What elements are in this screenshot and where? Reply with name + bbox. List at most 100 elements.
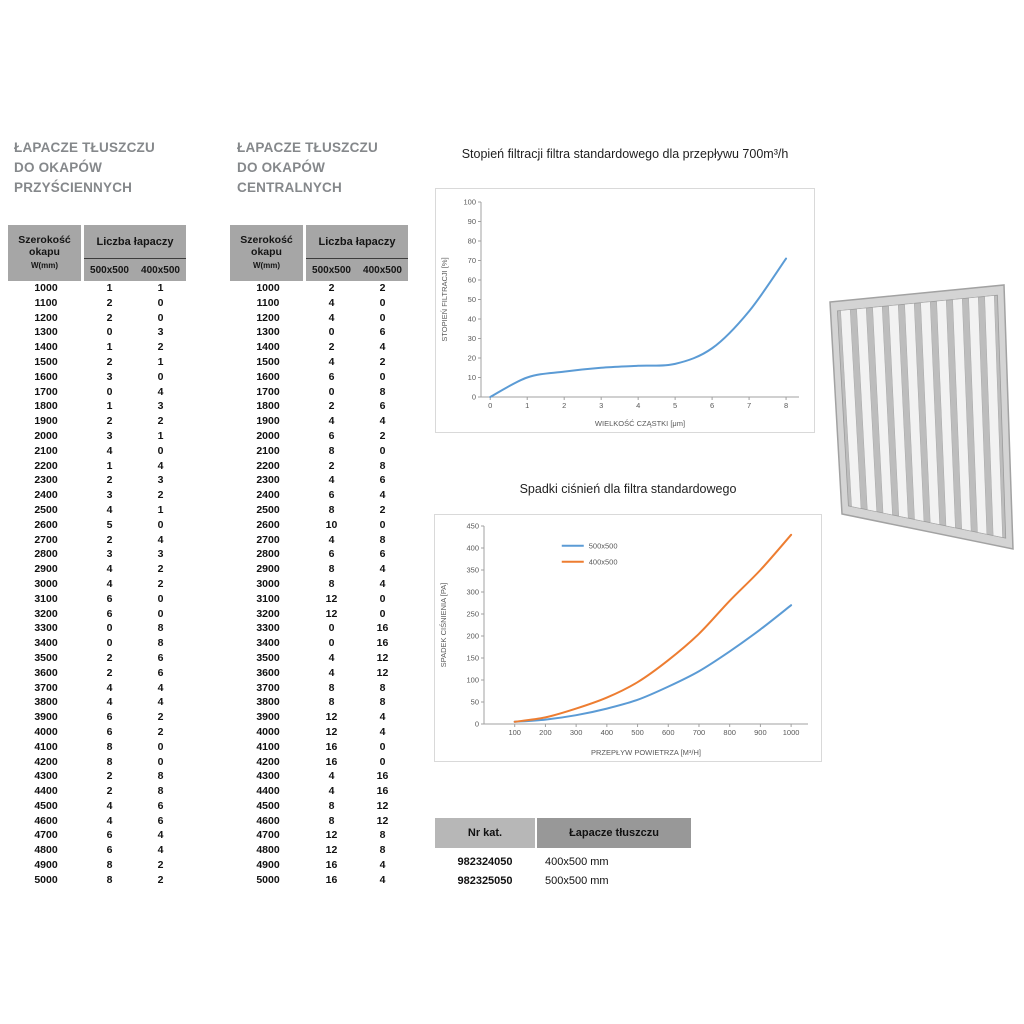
table-row: 1600 6 0: [256, 370, 386, 383]
wall-table-body: 1000 1 1 1100 2 0 1200 2 0 1300 0 3 1400 1 2 1500 2 1 1600…: [8, 281, 186, 888]
table-row: 3800 8 8: [256, 696, 386, 709]
table-row: 3700 4 4: [34, 681, 164, 694]
svg-text:700: 700: [693, 728, 706, 737]
table-row: 2900 4 2: [34, 563, 164, 576]
table-row: 2200 2 8: [256, 459, 386, 472]
table-row: 4600 4 6: [34, 814, 164, 827]
table-row: 1800 2 6: [256, 400, 386, 413]
table-row: 4900 8 2: [34, 859, 164, 872]
svg-text:150: 150: [466, 654, 479, 663]
table-row: 2100 4 0: [34, 444, 164, 457]
svg-text:STOPIEŃ FILTRACJI [%]: STOPIEŃ FILTRACJI [%]: [440, 257, 449, 341]
table-row: 2000 3 1: [34, 429, 164, 442]
table-row: 3100 6 0: [34, 592, 164, 605]
table-row: 4500 8 12: [256, 799, 389, 812]
table-row: 1900 2 2: [34, 415, 164, 428]
table-row: 2000 6 2: [256, 429, 386, 442]
table-row: 1700 0 8: [256, 385, 386, 398]
table-row: 4700 12 8: [256, 829, 386, 842]
svg-text:20: 20: [468, 354, 476, 363]
table-row: 3800 4 4: [34, 696, 164, 709]
size-400x500-header: 400x500: [357, 259, 409, 281]
svg-text:350: 350: [466, 566, 479, 575]
svg-text:300: 300: [466, 588, 479, 597]
svg-text:1000: 1000: [783, 728, 800, 737]
table-row: 3900 6 2: [34, 711, 164, 724]
svg-text:90: 90: [468, 217, 476, 226]
hood-width-header: Szerokość okapu W(mm): [230, 225, 306, 281]
table-row: 2500 4 1: [34, 503, 164, 516]
table-row: 2800 3 3: [34, 548, 164, 561]
catalog-table-header: Nr kat. Łapacze tłuszczu: [435, 818, 691, 848]
svg-text:500: 500: [631, 728, 644, 737]
title-line: CENTRALNYCH: [237, 180, 342, 195]
table-row: 3300 0 8: [34, 622, 164, 635]
table-row: 2800 6 6: [256, 548, 386, 561]
table-row: 4000 6 2: [34, 725, 164, 738]
table-row: 4300 4 16: [256, 770, 389, 783]
title-line: DO OKAPÓW: [237, 160, 326, 175]
size-500x500-header: 500x500: [306, 259, 357, 281]
central-hood-table: Szerokość okapu W(mm) Liczba łapaczy 500…: [230, 225, 409, 888]
svg-text:0: 0: [488, 401, 492, 410]
svg-text:5: 5: [673, 401, 677, 410]
table-row: 2400 3 2: [34, 489, 164, 502]
svg-text:6: 6: [710, 401, 714, 410]
grease-filter-photo: [829, 284, 1014, 550]
table-row: 2700 4 8: [256, 533, 386, 546]
svg-text:1: 1: [525, 401, 529, 410]
svg-text:30: 30: [468, 334, 476, 343]
table-row: 3600 2 6: [34, 666, 164, 679]
pressure-drop-chart: 0 50 100 150 200 250 300 350 400 450 100 200 300 400 5…: [434, 514, 822, 762]
table-row: 1100 2 0: [34, 296, 164, 309]
table-row: 1200 2 0: [34, 311, 164, 324]
svg-text:3: 3: [599, 401, 603, 410]
catalog-table: Nr kat. Łapacze tłuszczu 982324050 400x50…: [435, 818, 691, 890]
table-row: 3600 4 12: [256, 666, 389, 679]
central-table-body: 1000 2 2 1100 4 0 1200 4 0 1300 0 6 1400 2 4 1500 4 2 1600…: [230, 281, 408, 888]
central-table-title: ŁAPACZE TŁUSZCZU DO OKAPÓW CENTRALNYCH: [237, 138, 378, 198]
catcher-count-header: Liczba łapaczy: [306, 225, 409, 259]
table-row: 2700 2 4: [34, 533, 164, 546]
pressure-chart-title: Spadki ciśnień dla filtra standardowego: [519, 482, 737, 496]
svg-text:WIELKOŚĆ CZĄSTKI [μm]: WIELKOŚĆ CZĄSTKI [μm]: [595, 419, 685, 428]
title-line: ŁAPACZE TŁUSZCZU: [237, 140, 378, 155]
table-row: 3700 8 8: [256, 681, 386, 694]
table-row: 2600 10 0: [256, 518, 386, 531]
table-row: 1100 4 0: [256, 296, 386, 309]
svg-text:PRZEPŁYW POWIETRZA [M³/H]: PRZEPŁYW POWIETRZA [M³/H]: [591, 748, 701, 757]
svg-text:250: 250: [466, 610, 479, 619]
title-line: DO OKAPÓW: [14, 160, 103, 175]
table-row: 4400 4 16: [256, 785, 389, 798]
catalog-table-body: 982324050 400x500 mm 982325050 500x500 mm: [435, 848, 691, 890]
wall-hood-table: Szerokość okapu W(mm) Liczba łapaczy 500…: [8, 225, 187, 888]
size-500x500-header: 500x500: [84, 259, 135, 281]
svg-text:7: 7: [747, 401, 751, 410]
table-row: 4900 16 4: [256, 859, 386, 872]
table-row: 3500 4 12: [256, 651, 389, 664]
table-row: 2300 2 3: [34, 474, 164, 487]
table-row: 4600 8 12: [256, 814, 389, 827]
svg-text:70: 70: [468, 256, 476, 265]
table-row: 1800 1 3: [34, 400, 164, 413]
table-row: 2200 1 4: [34, 459, 164, 472]
table-row: 3200 6 0: [34, 607, 164, 620]
svg-text:100: 100: [508, 728, 521, 737]
table-row: 1600 3 0: [34, 370, 164, 383]
table-row: 2500 8 2: [256, 503, 386, 516]
svg-text:0: 0: [475, 720, 479, 729]
grease-catcher-header: Łapacze tłuszczu: [537, 818, 691, 848]
table-row: 1200 4 0: [256, 311, 386, 324]
table-row: 2300 4 6: [256, 474, 386, 487]
svg-text:8: 8: [784, 401, 788, 410]
table-row: 3300 0 16: [256, 622, 389, 635]
table-row: 982325050 500x500 mm: [457, 874, 609, 887]
size-400x500-header: 400x500: [135, 259, 187, 281]
table-row: 1000 2 2: [256, 282, 386, 294]
wall-table-title: ŁAPACZE TŁUSZCZU DO OKAPÓW PRZYŚCIENNYCH: [14, 138, 155, 198]
table-row: 1500 4 2: [256, 355, 386, 368]
table-row: 2600 5 0: [34, 518, 164, 531]
table-row: 2100 8 0: [256, 444, 386, 457]
svg-text:10: 10: [468, 373, 476, 382]
